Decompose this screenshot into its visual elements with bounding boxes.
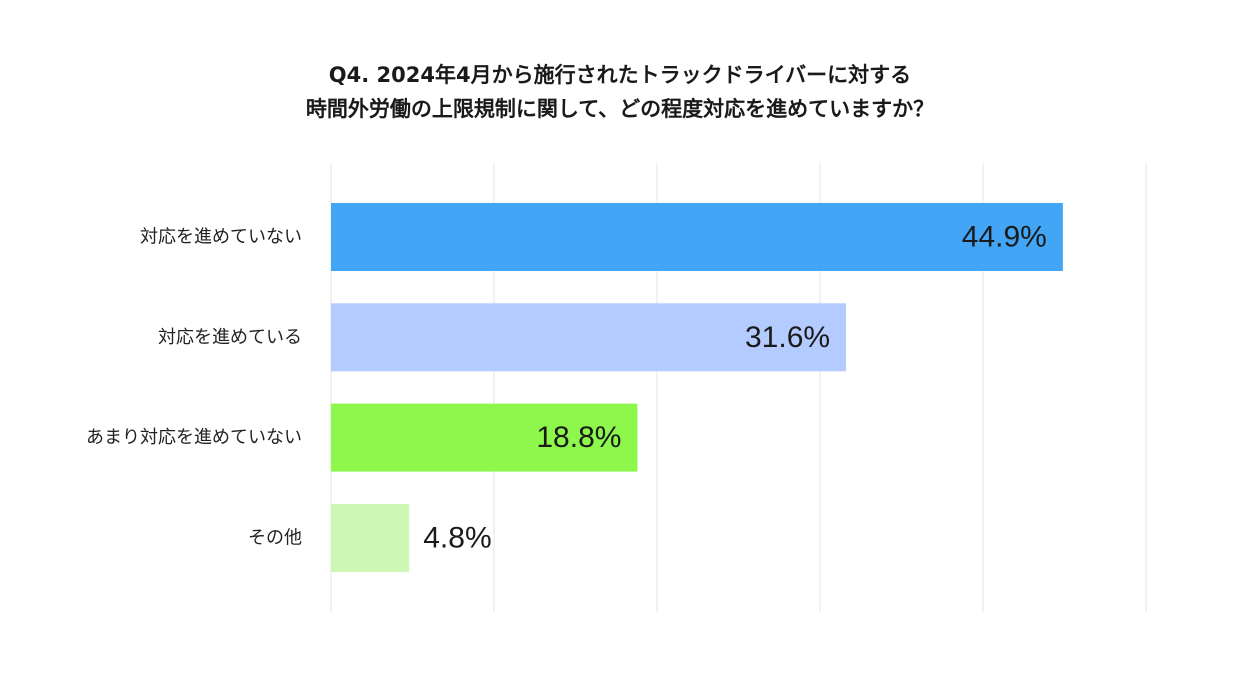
bar-0 [331,203,1063,271]
bar-1 [331,303,847,372]
chart-title: Q4. 2024年4月から施行されたトラックドライバーに対する 時間外労働の上限… [0,58,1240,126]
chart-title-line-1: Q4. 2024年4月から施行されたトラックドライバーに対する [328,63,912,87]
value-label-2: 18.8% [536,421,621,454]
value-label-0: 44.9% [962,221,1047,254]
category-label-1: 対応を進めている [158,327,302,348]
bar-2 [331,403,638,472]
bar-3 [331,503,410,572]
bars [331,203,1063,572]
category-label-2: あまり対応を進めていない [86,427,302,448]
labels: 対応を進めていない 44.9% 対応を進めている 31.6% あまり対応を進めていない 1… [86,221,1047,555]
chart-title-line-2: 時間外労働の上限規制に関して、どの程度対応を進めていますか？ [305,97,935,121]
category-label-0: 対応を進めていない [140,227,302,248]
value-label-3: 4.8% [423,521,491,554]
category-label-3: その他 [248,527,302,548]
value-label-1: 31.6% [745,321,830,354]
